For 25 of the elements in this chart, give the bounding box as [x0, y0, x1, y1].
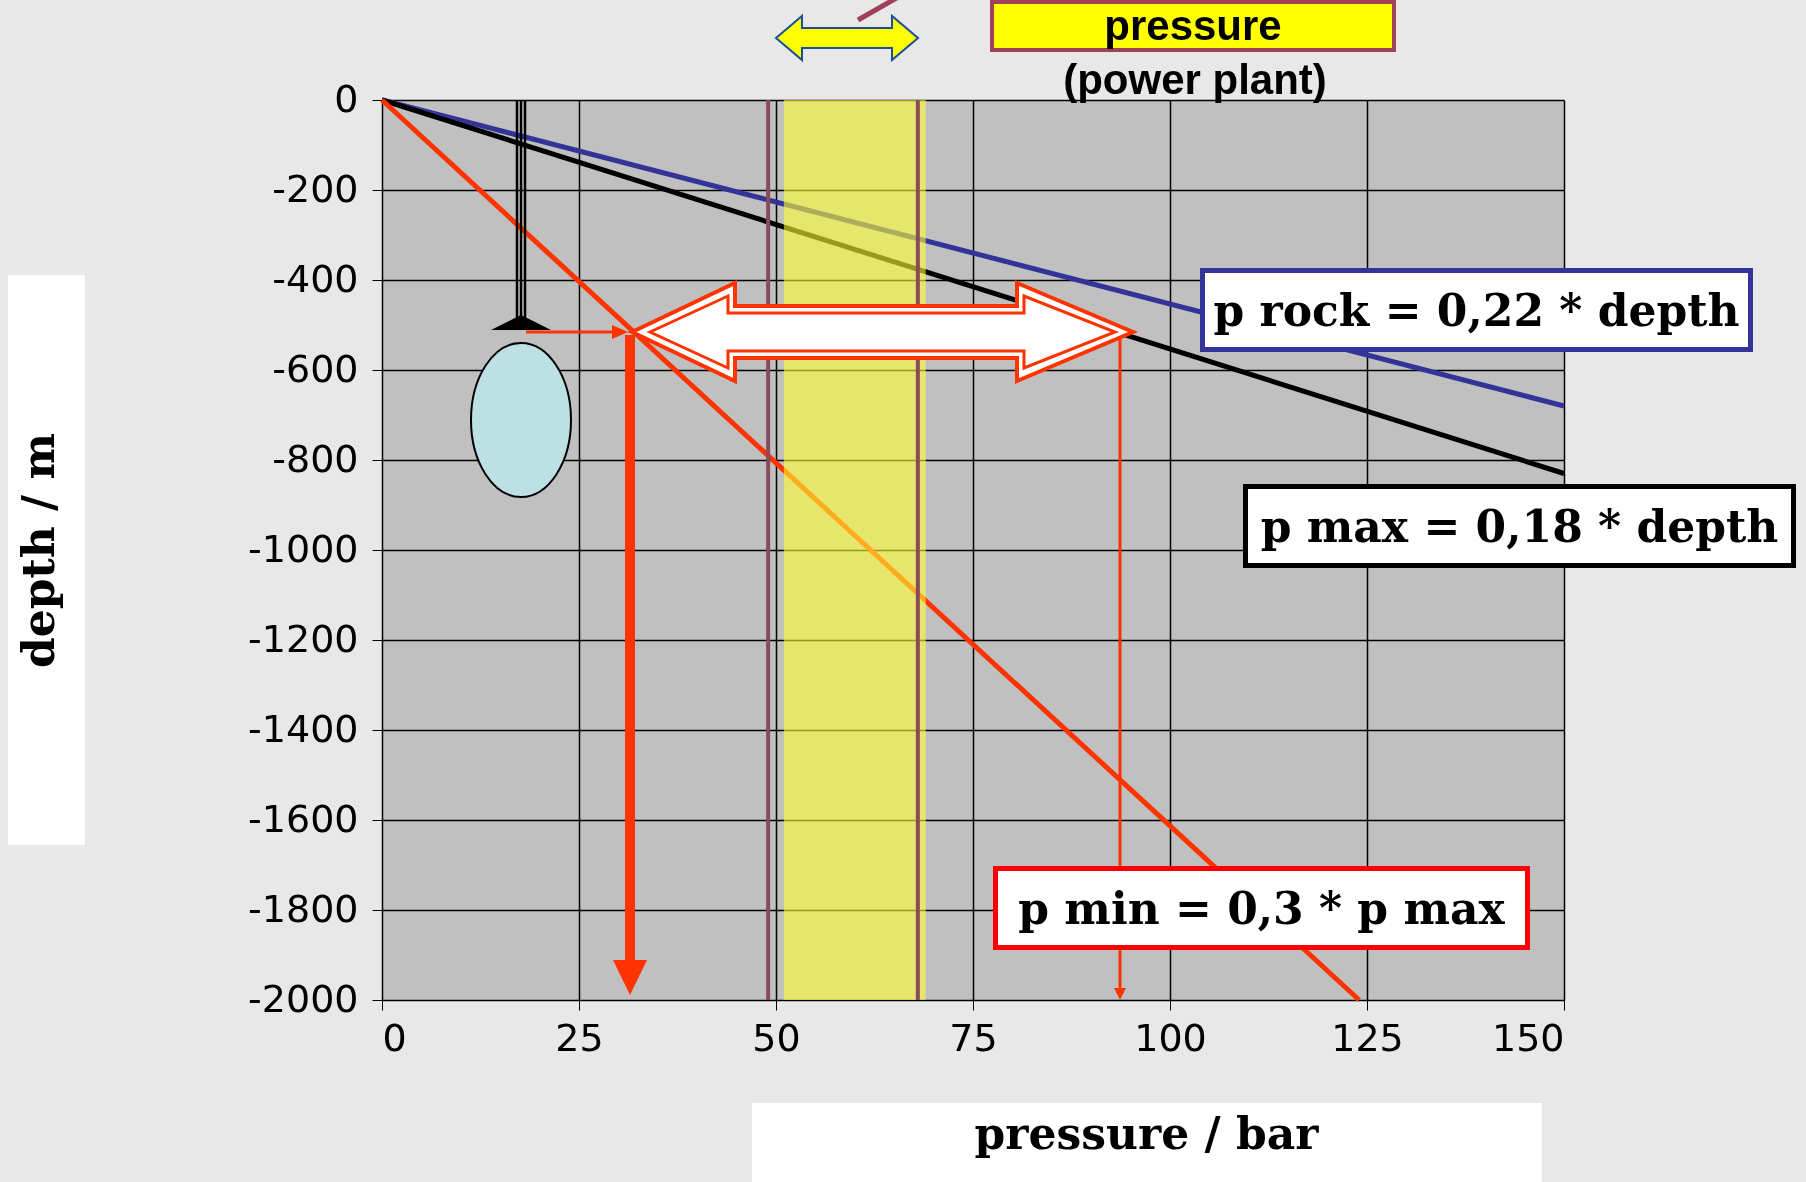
x-tick-label: 50 [752, 1015, 801, 1060]
x-tick-label: 75 [949, 1015, 998, 1060]
x-tick-label: 100 [1134, 1015, 1207, 1060]
series-label: p rock = 0,22 * depth [1200, 268, 1753, 352]
y-tick-label: -600 [272, 346, 359, 391]
annotation: (power plant) [1062, 55, 1328, 105]
y-tick-label: -200 [272, 166, 359, 211]
x-tick-label: 25 [555, 1015, 604, 1060]
x-axis-title: pressure / bar [974, 1107, 1320, 1159]
series-label: p min = 0,3 * p max [993, 866, 1530, 950]
y-tick-label: -1200 [248, 616, 359, 661]
x-tick-label: 150 [1491, 1015, 1565, 1060]
y-tick-label: 0 [334, 76, 359, 121]
x-tick-label: 0 [382, 1015, 407, 1060]
series-label: p max = 0,18 * depth [1243, 484, 1796, 568]
y-tick-label: -400 [272, 256, 359, 301]
y-axis-title: depth / m [12, 432, 64, 669]
text: pressure [990, 0, 1396, 52]
y-tick-label: -800 [272, 436, 359, 481]
y-tick-label: -2000 [248, 976, 359, 1021]
y-tick-label: -1400 [248, 706, 359, 751]
x-tick-label: 125 [1331, 1015, 1404, 1060]
y-tick-label: -1000 [248, 526, 359, 571]
y-tick-label: -1600 [248, 796, 359, 841]
y-tick-label: -1800 [248, 886, 359, 931]
